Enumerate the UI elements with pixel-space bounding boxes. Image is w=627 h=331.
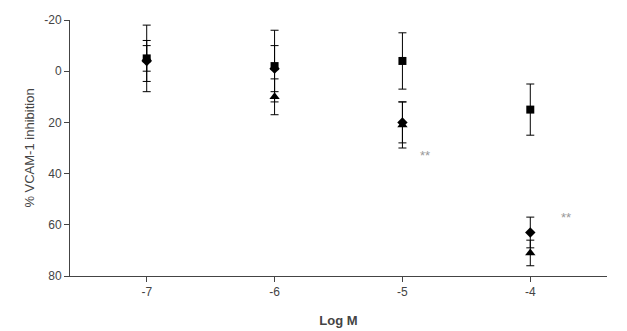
svg-text:40: 40 (48, 167, 62, 181)
svg-text:20: 20 (48, 116, 62, 130)
svg-text:-4: -4 (525, 285, 536, 299)
svg-text:**: ** (561, 210, 571, 225)
svg-text:-5: -5 (397, 285, 408, 299)
svg-text:0: 0 (55, 64, 62, 78)
svg-text:**: ** (420, 148, 430, 163)
svg-text:-7: -7 (141, 285, 152, 299)
svg-text:80: 80 (48, 269, 62, 283)
svg-text:60: 60 (48, 218, 62, 232)
svg-text:-6: -6 (269, 285, 280, 299)
svg-text:% VCAM-1 inhibition: % VCAM-1 inhibition (22, 88, 37, 207)
svg-text:-20: -20 (44, 13, 62, 27)
svg-text:Log M: Log M (319, 313, 357, 328)
